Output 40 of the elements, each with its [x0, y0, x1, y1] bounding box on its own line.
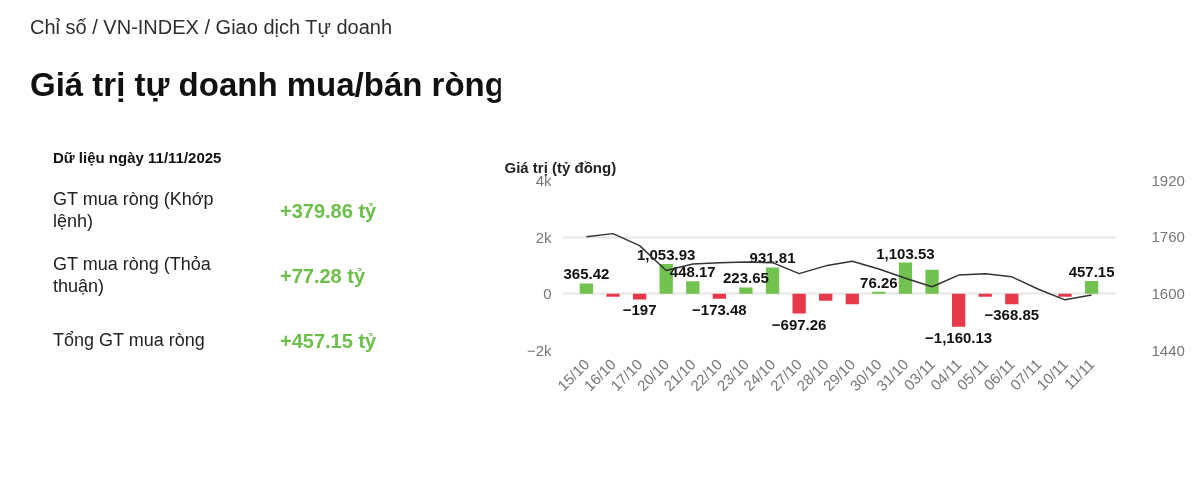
text: +457.15 tỷ [280, 329, 377, 353]
y2-tick-label: 1920 [1151, 171, 1185, 189]
data-label: −1,160.13 [925, 328, 993, 346]
bar [925, 269, 939, 294]
text: Chỉ số / VN-INDEX / Giao dịch Tự doanh [30, 15, 393, 39]
bar [845, 293, 859, 305]
y2-tick-label: 1440 [1151, 341, 1185, 359]
text: GT mua ròng (Thỏa thuận) [53, 254, 211, 298]
bar [978, 293, 992, 297]
y2-tick-label: 1760 [1151, 228, 1185, 246]
data-label: 76.26 [860, 273, 898, 291]
y-tick-label: −2k [526, 342, 552, 359]
bar [606, 293, 620, 297]
text: Dữ liệu ngày 11/11/2025 [53, 149, 222, 167]
bar [951, 293, 966, 327]
data-label: −697.26 [771, 315, 827, 333]
y-tick-label: 2k [535, 228, 552, 246]
bar [1084, 280, 1099, 294]
bar [819, 293, 833, 301]
bar [872, 291, 886, 294]
bar [712, 293, 727, 299]
data-label: −368.85 [984, 306, 1040, 324]
bar [1058, 293, 1072, 297]
y2-tick-label: 1600 [1151, 284, 1185, 302]
data-label: −197 [622, 301, 657, 319]
text: +379.86 tỷ [280, 199, 377, 223]
bar [1005, 293, 1019, 305]
bar [792, 293, 806, 314]
data-label: −173.48 [692, 300, 747, 318]
bar [579, 283, 594, 294]
text: +77.28 tỷ [280, 264, 366, 288]
text: GT mua ròng (Khớp lệnh) [53, 189, 214, 233]
data-label: 457.15 [1068, 262, 1115, 280]
bar [898, 262, 913, 294]
bar [739, 287, 753, 294]
bar [686, 281, 700, 294]
data-label: 365.42 [563, 265, 610, 283]
text: Tổng GT mua ròng [53, 330, 205, 352]
y-tick-label: 0 [543, 285, 552, 303]
data-label: 1,103.53 [876, 244, 935, 262]
